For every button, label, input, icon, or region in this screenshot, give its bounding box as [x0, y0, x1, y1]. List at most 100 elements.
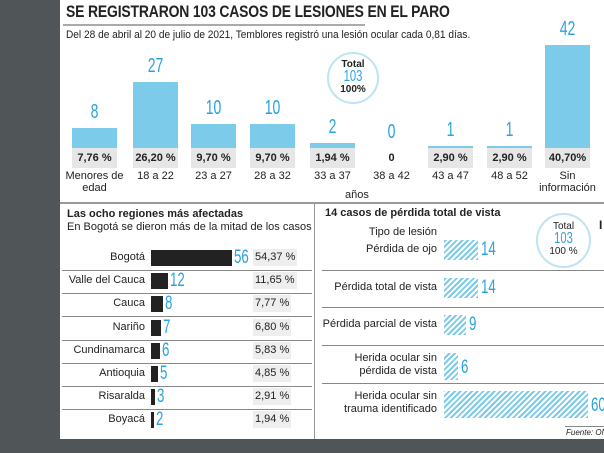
region-value-label: 6 — [161, 339, 170, 361]
vertical-divider — [314, 204, 315, 439]
injury-row-divider — [322, 383, 604, 384]
region-value-label: 56 — [234, 247, 249, 268]
age-category-label: 18 a 22 — [137, 170, 174, 182]
age-percent-label: 9,70 % — [191, 148, 236, 168]
region-label: Valle del Cauca — [68, 274, 145, 287]
region-row-divider — [62, 386, 312, 387]
injury-value-label: 14 — [480, 277, 496, 298]
region-value-label: 3 — [157, 386, 165, 408]
cut-off-text: I — [599, 218, 603, 232]
region-value-label: 5 — [160, 363, 168, 384]
age-value-label: 1 — [505, 118, 514, 141]
page-title: SE REGISTRARON 103 CASOS DE LESIONES EN … — [66, 2, 450, 21]
age-value-label: 10 — [205, 96, 222, 119]
injury-label: Herida ocular sin trauma identificado — [344, 390, 437, 415]
injury-value-label: 60 — [591, 395, 604, 416]
region-percent-label: 7,77 % — [253, 295, 292, 313]
age-category-label: 33 a 37 — [314, 170, 351, 182]
region-bar — [151, 412, 154, 429]
section-divider — [60, 202, 604, 204]
region-value-label: 8 — [164, 293, 172, 315]
region-row-divider — [62, 362, 312, 364]
title-underline — [63, 24, 365, 26]
injury-value-label: 6 — [461, 357, 469, 378]
age-percent-label: 40,70% — [545, 148, 590, 168]
regions-title: Las ocho regiones más afectadas — [67, 208, 244, 220]
injury-bar — [444, 278, 478, 298]
age-bar — [191, 123, 236, 149]
age-value-label: 10 — [264, 96, 281, 119]
age-percent-label: 2,90 % — [428, 148, 473, 168]
region-percent-label: 54,37 % — [253, 249, 298, 266]
region-bar — [151, 342, 160, 359]
region-percent-label: 4,85 % — [253, 365, 292, 382]
region-bar — [151, 250, 233, 266]
region-label: Cundinamarca — [73, 343, 145, 356]
region-bar — [151, 273, 169, 290]
injury-total-value: 103 — [554, 230, 573, 247]
region-label: Cauca — [113, 297, 145, 310]
region-label: Risaralda — [98, 390, 145, 403]
region-percent-label: 6,80 % — [253, 318, 292, 336]
age-category-label: 28 a 32 — [254, 170, 291, 182]
source-line — [565, 426, 604, 427]
source: Fuente: ON — [566, 428, 604, 437]
age-category-label: 23 a 27 — [195, 170, 232, 182]
total-value: 103 — [343, 68, 363, 85]
age-bar — [310, 143, 355, 149]
total-label: Total — [341, 59, 365, 70]
region-label: Antioquia — [99, 367, 145, 379]
region-row-divider — [62, 270, 312, 271]
age-value-label: 42 — [559, 18, 576, 41]
age-bar — [428, 145, 473, 149]
age-percent-label: 7,76 % — [72, 148, 117, 168]
region-bar — [151, 366, 159, 382]
region-percent-label: 1,94 % — [253, 411, 292, 429]
age-value-label: 2 — [328, 116, 337, 139]
injury-row-divider — [322, 345, 604, 346]
injury-label: Pérdida parcial de vista — [322, 318, 437, 330]
age-bar — [133, 81, 178, 149]
total-circle: Total 103 100% — [327, 52, 379, 104]
region-percent-label: 2,91 % — [253, 388, 292, 406]
region-row-divider — [62, 409, 312, 411]
age-percent-label: 2,90 % — [487, 148, 532, 168]
age-bar — [545, 45, 590, 149]
injury-header: Tipo de lesión — [368, 226, 437, 238]
region-bar — [151, 296, 163, 313]
age-category-label: 43 a 47 — [432, 170, 469, 182]
age-value-label: 0 — [387, 121, 396, 143]
age-bar — [487, 145, 532, 149]
injury-label: Pérdida de ojo — [366, 243, 437, 255]
region-value-label: 12 — [170, 270, 186, 292]
age-category-label: 48 a 52 — [491, 170, 528, 182]
age-category-label: Sin información — [539, 170, 596, 194]
injury-label: Herida ocular sin pérdida de vista — [354, 352, 437, 377]
regions-subtitle: En Bogotá se dieron más de la mitad de l… — [67, 221, 312, 233]
subtitle: Del 28 de abril al 20 de julio de 2021, … — [66, 29, 471, 41]
injury-total-circle: Total 103 100 % — [536, 213, 591, 268]
injury-bar — [444, 391, 588, 418]
region-value-label: 7 — [163, 316, 171, 338]
x-axis-label: años — [345, 189, 369, 201]
region-bar — [151, 389, 156, 406]
age-value-label: 1 — [446, 118, 455, 141]
injury-bar — [444, 315, 466, 335]
age-percent-label: 1,94 % — [310, 148, 355, 168]
injury-bar — [444, 240, 478, 260]
region-value-label: 2 — [156, 409, 164, 431]
region-row-divider — [62, 293, 312, 295]
injury-row-divider — [322, 307, 604, 308]
age-value-label: 8 — [90, 101, 99, 124]
region-label: Nariño — [112, 320, 145, 333]
injury-title: 14 casos de pérdida total de vista — [325, 207, 501, 219]
region-row-divider — [62, 316, 312, 318]
age-bar — [72, 128, 117, 149]
total-percent: 100% — [340, 84, 366, 95]
injury-value-label: 9 — [468, 314, 476, 335]
region-label: Bogotá — [110, 251, 145, 263]
injury-total-label: Total — [552, 221, 575, 232]
age-bar — [250, 123, 295, 149]
region-bar — [151, 319, 162, 336]
region-row-divider — [62, 339, 312, 341]
